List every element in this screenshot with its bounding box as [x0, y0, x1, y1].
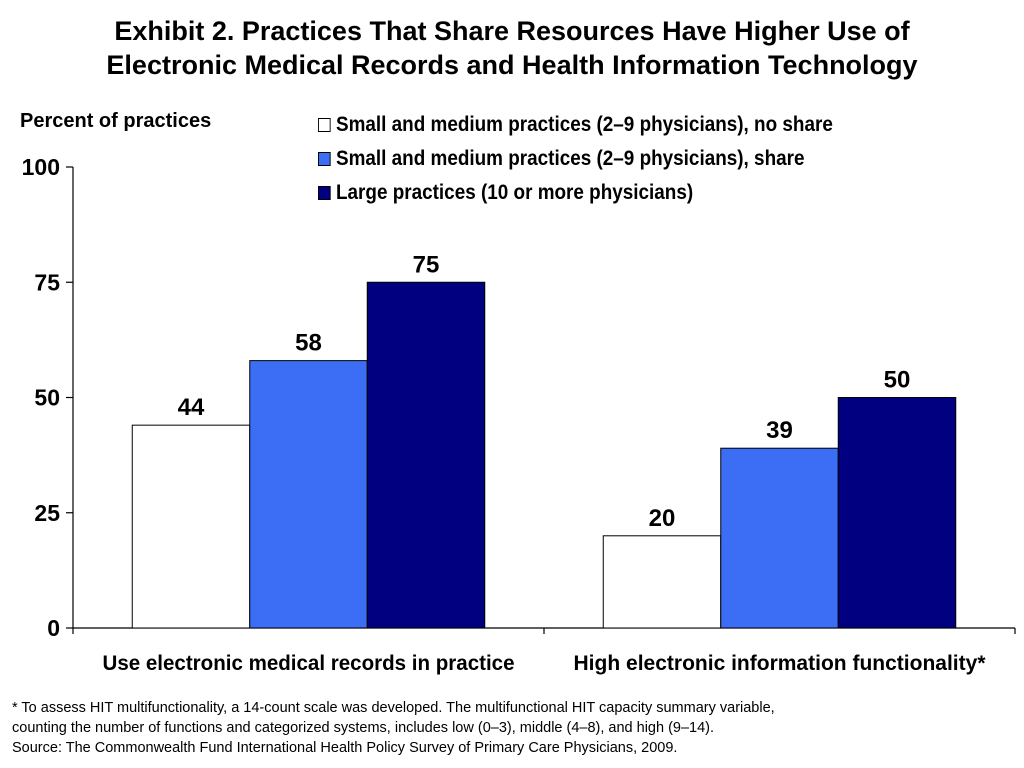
footnote-line-3: Source: The Commonwealth Fund Internatio…	[12, 740, 678, 756]
bar-value-label: 50	[884, 367, 911, 394]
footnote-line-2: counting the number of functions and cat…	[12, 720, 715, 736]
legend-item-large: Large practices (10 or more physicians)	[318, 176, 833, 210]
x-category-label: High electronic information functionalit…	[574, 652, 987, 675]
bar	[249, 360, 368, 629]
footnote: * To assess HIT multifunctionality, a 14…	[12, 698, 775, 758]
bar	[837, 397, 957, 629]
y-tick-label: 0	[47, 615, 60, 641]
legend-label-large: Large practices (10 or more physicians)	[336, 181, 694, 204]
bar	[131, 424, 251, 629]
bar-value-label: 58	[295, 330, 322, 357]
chart-title-line-2: Electronic Medical Records and Health In…	[106, 50, 918, 80]
bar	[602, 535, 722, 629]
legend: Small and medium practices (2–9 physicia…	[318, 108, 890, 210]
legend-swatch-no-share	[318, 118, 331, 132]
y-tick-label: 25	[34, 500, 60, 526]
y-tick-label: 75	[34, 269, 60, 295]
y-tick-label: 100	[22, 154, 60, 180]
chart-title: Exhibit 2. Practices That Share Resource…	[0, 14, 1024, 82]
bar-value-label: 20	[649, 505, 676, 532]
y-axis-label: Percent of practices	[20, 110, 212, 132]
legend-item-no-share: Small and medium practices (2–9 physicia…	[318, 108, 833, 142]
footnote-line-1: * To assess HIT multifunctionality, a 14…	[12, 700, 775, 716]
legend-swatch-share	[318, 152, 331, 166]
bar-chart: 0 25 50 75 100 44 58 75 Use electronic medical r…	[22, 154, 1016, 675]
y-tick-label: 50	[34, 385, 60, 411]
chart-title-line-1: Exhibit 2. Practices That Share Resource…	[114, 16, 910, 46]
bar-value-label: 44	[178, 394, 205, 421]
x-category-label: Use electronic medical records in practi…	[103, 652, 515, 675]
bar	[720, 447, 839, 629]
bar-value-label: 75	[413, 251, 440, 278]
bar	[366, 281, 486, 629]
bar-value-label: 39	[766, 417, 793, 444]
legend-label-no-share: Small and medium practices (2–9 physicia…	[336, 113, 833, 136]
legend-item-share: Small and medium practices (2–9 physicia…	[318, 142, 833, 176]
legend-swatch-large	[318, 186, 331, 200]
legend-label-share: Small and medium practices (2–9 physicia…	[336, 147, 805, 170]
